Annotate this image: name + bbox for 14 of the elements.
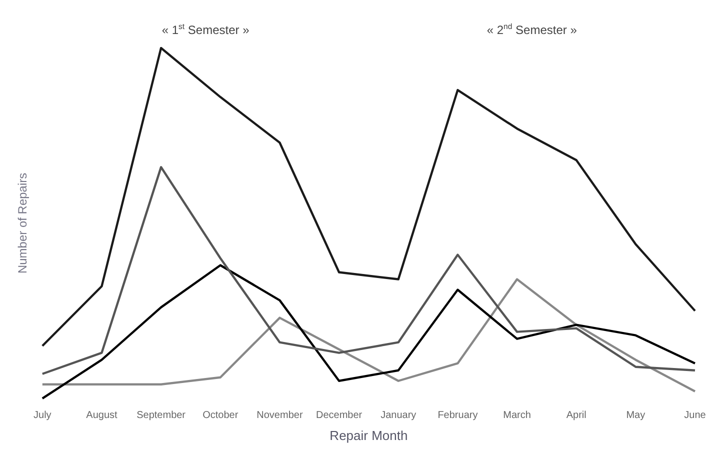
x-tick-label: January	[380, 410, 416, 422]
x-tick-label: December	[316, 410, 363, 422]
x-tick-label: February	[438, 410, 478, 422]
x-tick-label: June	[684, 410, 706, 422]
x-tick-label: September	[136, 410, 186, 422]
x-axis-title: Repair Month	[330, 428, 408, 443]
x-tick-label: August	[86, 410, 118, 422]
x-tick-label: May	[626, 410, 646, 422]
x-tick-label: November	[256, 410, 304, 422]
x-tick-label: March	[503, 410, 531, 422]
x-tick-label: July	[34, 410, 52, 422]
y-axis-title: Number of Repairs	[16, 172, 30, 274]
x-tick-label: April	[566, 410, 586, 422]
x-tick-label: October	[202, 410, 239, 422]
